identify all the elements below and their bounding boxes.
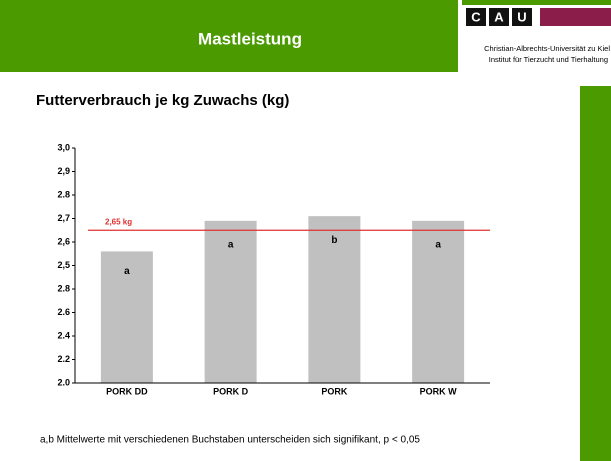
significance-letter: a: [124, 266, 130, 277]
x-tick-label: PORK D: [213, 386, 249, 396]
logo-box: [489, 8, 509, 26]
footnote: a,b Mittelwerte mit verschiedenen Buchst…: [40, 435, 420, 446]
y-tick-label: 2,6: [57, 236, 70, 246]
chart-title: Futterverbrauch je kg Zuwachs (kg): [36, 92, 289, 109]
logo-box: [512, 8, 532, 26]
institute: Institut für Tierzucht und Tierhaltung: [489, 55, 608, 64]
y-tick-label: 2.4: [57, 330, 70, 340]
university: Christian-Albrechts-Universität zu Kiel: [484, 44, 610, 53]
bar: [412, 220, 465, 383]
logo-letter: C: [471, 9, 481, 24]
logo-letter: A: [494, 9, 504, 24]
bar: [204, 220, 257, 383]
header-band: [0, 0, 458, 72]
logo-box: [466, 8, 486, 26]
y-tick-label: 2.0: [57, 377, 70, 387]
x-tick-label: PORK DD: [106, 386, 148, 396]
y-tick-label: 2.6: [57, 307, 70, 317]
y-tick-label: 2.2: [57, 354, 70, 364]
y-tick-label: 2,9: [57, 166, 70, 176]
y-tick-label: 2.8: [57, 189, 70, 199]
significance-letter: a: [435, 239, 441, 250]
slide-title: Mastleistung: [198, 29, 302, 48]
logo-letter: U: [517, 9, 526, 24]
bar: [100, 251, 153, 383]
logo-strip: [540, 8, 611, 26]
y-tick-label: 2,5: [57, 260, 70, 270]
side-bar: [580, 86, 611, 461]
x-tick-label: PORK W: [420, 386, 458, 396]
x-tick-label: PORK: [321, 386, 348, 396]
top-strip: [462, 0, 611, 5]
significance-letter: a: [228, 239, 234, 250]
y-tick-label: 2,7: [57, 213, 70, 223]
bar: [308, 216, 361, 383]
reference-label: 2,65 kg: [105, 217, 132, 226]
significance-letter: b: [331, 235, 337, 246]
y-tick-label: 3,0: [57, 142, 70, 152]
y-tick-label: 2.8: [57, 283, 70, 293]
